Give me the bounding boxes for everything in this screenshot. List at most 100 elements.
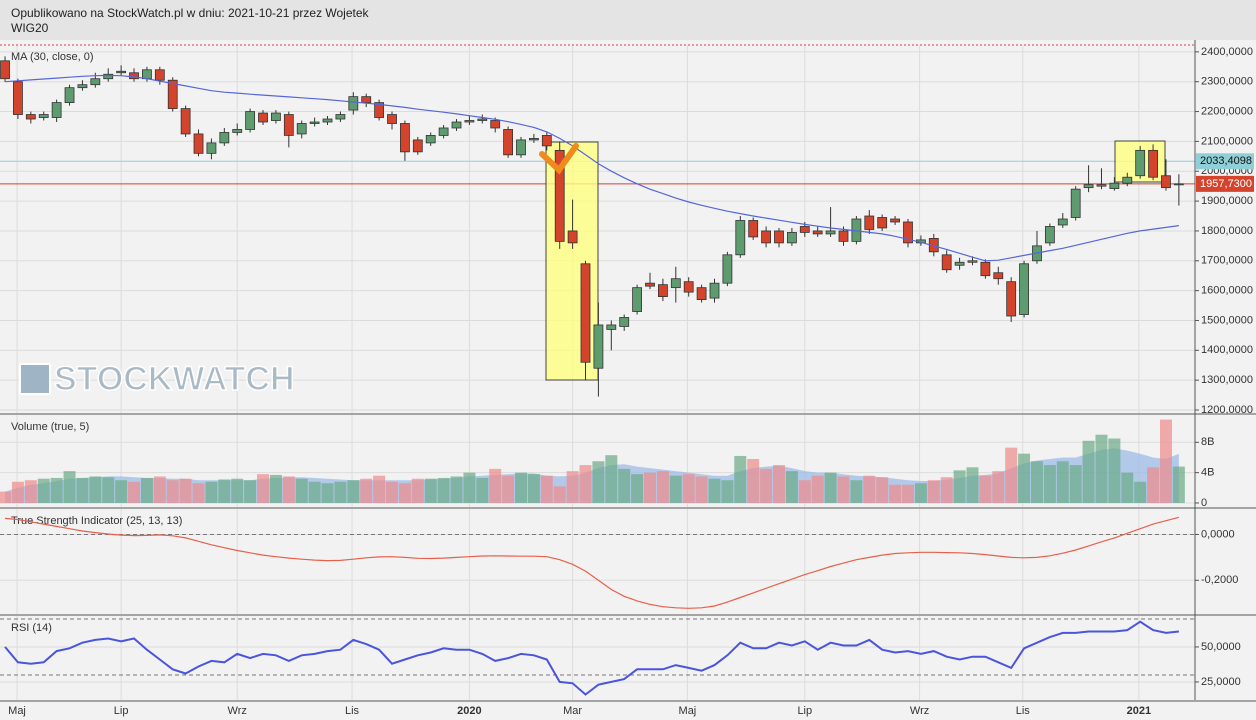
y-tick-label: 0,0000 <box>1201 528 1235 540</box>
volume-bar <box>128 481 141 503</box>
volume-bar <box>269 474 282 503</box>
volume-bar <box>179 478 192 503</box>
candle-body <box>529 138 539 141</box>
volume-bar <box>1108 438 1121 503</box>
volume-bar <box>1121 472 1134 503</box>
candle-body <box>1173 183 1184 186</box>
volume-bar <box>489 468 502 503</box>
candle-body <box>232 129 243 133</box>
volume-bar <box>257 474 270 503</box>
candle-body <box>645 282 655 287</box>
candle-body <box>167 79 178 109</box>
level-label-box <box>1196 153 1254 170</box>
candle-body <box>993 272 1004 280</box>
y-tick-label: -0,2000 <box>1201 574 1238 586</box>
candle-body <box>13 81 23 115</box>
volume-bar <box>1147 467 1160 503</box>
volume-bar <box>450 476 463 503</box>
candle-body <box>309 121 320 124</box>
candle-body <box>361 96 372 104</box>
volume-bar <box>502 475 515 503</box>
candle-body <box>606 324 617 330</box>
candle-body <box>1096 184 1107 187</box>
candle-body <box>903 221 913 244</box>
x-tick-label: Maj <box>8 705 26 717</box>
volume-bar <box>837 476 850 503</box>
candle-body <box>838 230 849 242</box>
candle-body <box>1161 175 1171 189</box>
volume-bar <box>50 477 63 503</box>
candle-body <box>1135 149 1146 177</box>
candle-body <box>438 127 449 136</box>
candle-body <box>180 108 191 135</box>
candle-body <box>825 230 836 235</box>
volume-bar <box>218 479 231 503</box>
header-symbol: WIG20 <box>11 21 49 35</box>
pane-title: Volume (true, 5) <box>11 421 89 433</box>
volume-bar <box>566 471 579 503</box>
volume-bar <box>721 480 734 503</box>
volume-bar <box>373 475 386 503</box>
candle-body <box>722 254 733 284</box>
candle-body <box>541 135 552 147</box>
x-tick-label: Lis <box>1016 705 1031 717</box>
candle-body <box>786 232 797 244</box>
volume-bar <box>656 471 669 503</box>
candle-body <box>683 281 694 293</box>
candle-body <box>1006 281 1017 317</box>
volume-bar <box>1018 453 1031 503</box>
candle-body <box>735 220 746 256</box>
volume-bar <box>1043 465 1056 503</box>
volume-bar <box>308 481 321 503</box>
chart: STOCKWATCH Maj Lip Wrz Lis 2020 Mar Maj Lip Wrz L… <box>0 40 1256 720</box>
volume-bar <box>553 486 566 503</box>
volume-bar <box>244 480 257 503</box>
candle-body <box>335 114 346 120</box>
volume-bar <box>618 468 631 503</box>
candle-body <box>258 112 268 123</box>
y-tick-label: 1700,0000 <box>1201 255 1253 267</box>
x-tick-label: Lip <box>114 705 129 717</box>
candle-body <box>1109 182 1120 189</box>
volume-bar <box>1030 461 1043 503</box>
volume-bar <box>527 474 540 503</box>
volume-bar <box>89 476 102 503</box>
candle-body <box>954 261 965 266</box>
candle-body <box>516 139 526 156</box>
volume-bar <box>1069 465 1082 503</box>
volume-bar <box>760 468 773 503</box>
volume-bar <box>192 483 205 503</box>
volume-bar <box>682 474 695 503</box>
volume-bar <box>992 471 1005 503</box>
level-label: 1957,7300 <box>1200 178 1252 190</box>
volume-bar <box>927 480 940 503</box>
volume-bar <box>631 474 644 503</box>
volume-bar <box>102 477 115 503</box>
volume-bar <box>1095 434 1108 503</box>
candle-body <box>25 114 36 120</box>
y-tick-label: 2400,0000 <box>1201 46 1253 58</box>
y-tick-label: 1300,0000 <box>1201 374 1253 386</box>
candle-body <box>451 121 462 129</box>
y-tick-label: 1200,0000 <box>1201 404 1253 416</box>
y-tick-label: 8B <box>1201 436 1214 448</box>
volume-bar <box>231 478 244 503</box>
volume-bar <box>0 491 12 503</box>
candle-body <box>400 123 410 153</box>
volume-bar <box>889 484 902 503</box>
watermark-icon <box>19 363 51 395</box>
candle-body <box>1019 263 1029 315</box>
candle-body <box>245 111 256 130</box>
volume-bar <box>321 483 334 503</box>
volume-bar <box>901 484 914 503</box>
candle-body <box>1148 149 1158 178</box>
x-tick-label: 2021 <box>1127 705 1151 717</box>
candle-body <box>761 230 771 244</box>
volume-bar <box>669 475 682 503</box>
volume-bar <box>37 478 50 503</box>
y-tick-label: 2300,0000 <box>1201 76 1253 88</box>
volume-bar <box>11 481 24 503</box>
candle-body <box>593 324 604 369</box>
candle-body <box>283 114 294 136</box>
volume-bar <box>592 461 605 503</box>
